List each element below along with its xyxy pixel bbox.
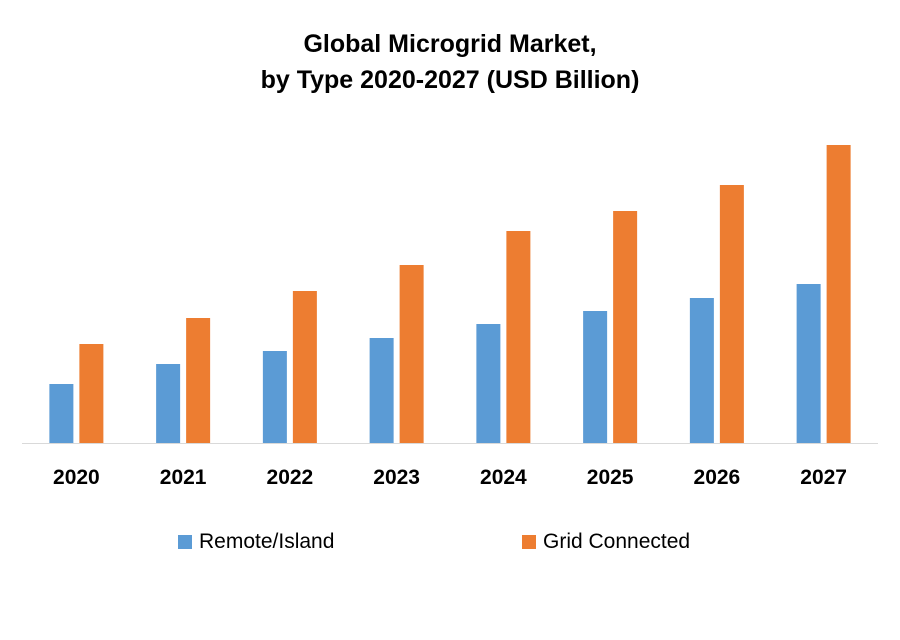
legend-label-remote-island: Remote/Island [199, 530, 335, 553]
bar-grid-connected-2021 [186, 318, 211, 443]
x-tick-label-2020: 2020 [53, 466, 100, 489]
bar-grid-connected-2026 [719, 185, 744, 443]
bar-grid-connected-2023 [399, 265, 424, 443]
bar-remote-island-2027 [796, 284, 821, 443]
x-tick-label-2024: 2024 [480, 466, 527, 489]
legend: Remote/Island Grid Connected [0, 530, 900, 558]
legend-item-grid-connected: Grid Connected [522, 530, 690, 554]
bar-grid-connected-2020 [79, 344, 104, 443]
x-tick-labels: 2020 2021 2022 2023 2024 2025 2026 2027 [53, 466, 847, 489]
bar-grid-connected-2027 [826, 145, 851, 443]
bar-grid-connected-2024 [506, 231, 531, 443]
legend-label-grid-connected: Grid Connected [543, 530, 691, 553]
x-tick-label-2026: 2026 [694, 466, 741, 489]
x-tick-label-2025: 2025 [587, 466, 634, 489]
chart-title-line-2: by Type 2020-2027 (USD Billion) [260, 66, 640, 94]
x-tick-label-2023: 2023 [373, 466, 420, 489]
bar-remote-island-2020 [49, 384, 74, 443]
bar-remote-island-2026 [689, 298, 714, 443]
bar-grid-connected-2022 [292, 291, 317, 443]
bar-remote-island-2025 [583, 311, 608, 443]
bars-group [49, 145, 851, 443]
bar-remote-island-2023 [369, 338, 394, 443]
x-tick-label-2021: 2021 [160, 466, 207, 489]
bar-remote-island-2022 [262, 351, 287, 443]
chart-title-line-1: Global Microgrid Market, [303, 30, 597, 58]
legend-swatch-remote-island [178, 535, 192, 549]
bar-grid-connected-2025 [613, 211, 638, 443]
bar-remote-island-2024 [476, 324, 501, 443]
legend-swatch-grid-connected [522, 535, 536, 549]
x-tick-label-2022: 2022 [267, 466, 314, 489]
x-tick-label-2027: 2027 [800, 466, 847, 489]
legend-item-remote-island: Remote/Island [178, 530, 334, 554]
bar-remote-island-2021 [156, 364, 181, 443]
chart-title: Global Microgrid Market, by Type 2020-20… [0, 26, 900, 98]
